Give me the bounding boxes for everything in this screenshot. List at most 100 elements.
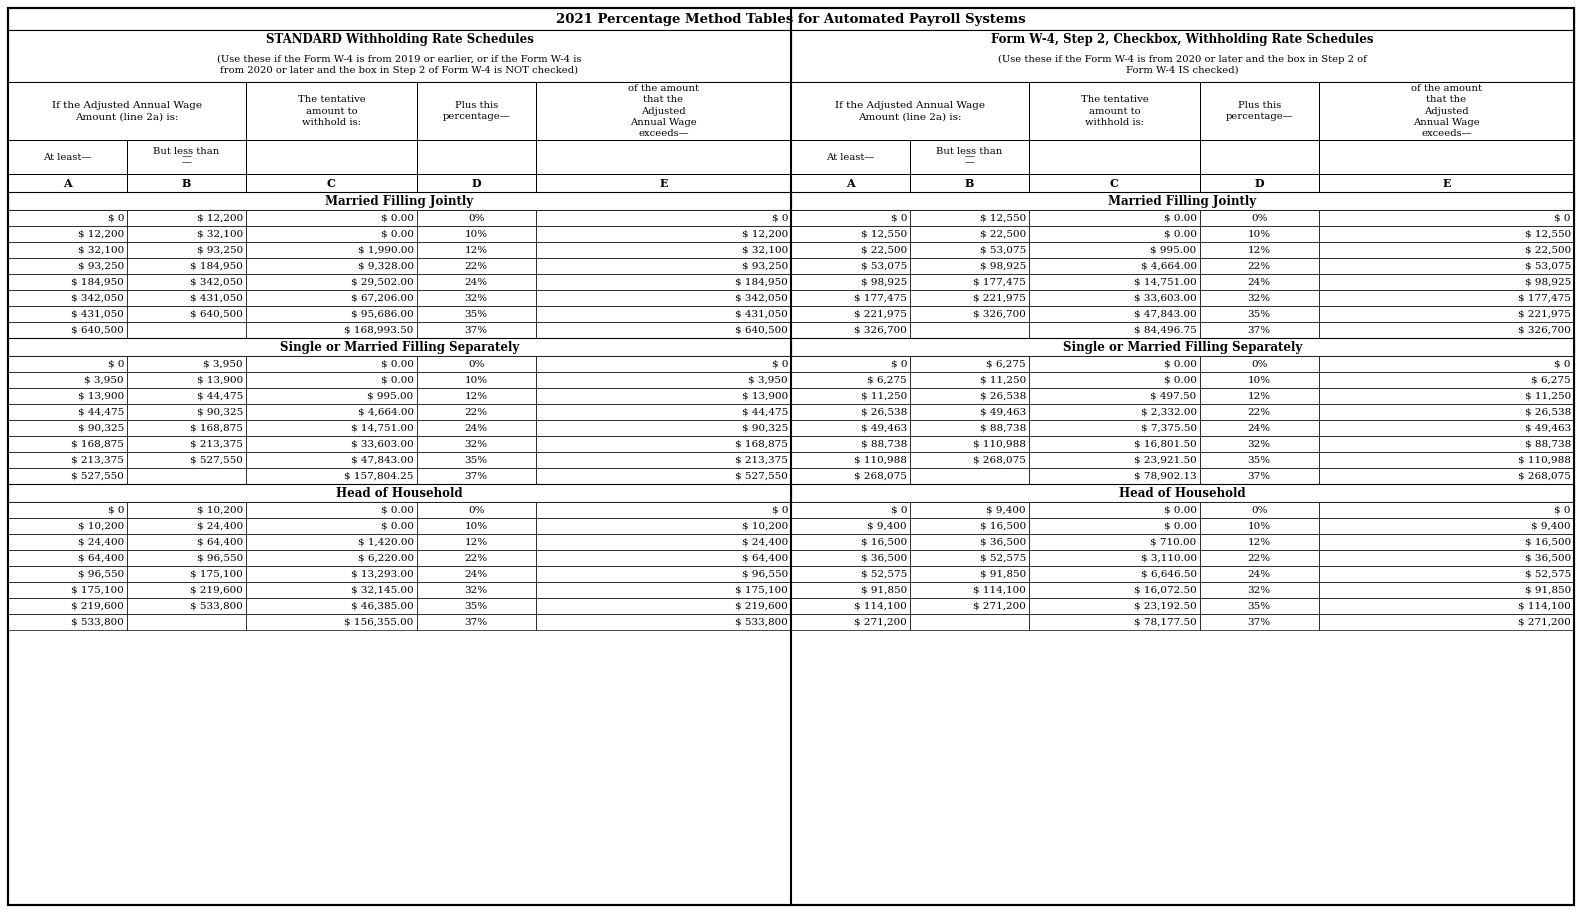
Bar [791, 502, 910, 518]
Text: A: A [846, 177, 854, 188]
Text: 0%: 0% [468, 506, 484, 515]
Text: $ 3,110.00: $ 3,110.00 [1141, 553, 1196, 562]
Text: $ 12,200: $ 12,200 [742, 229, 788, 238]
Text: $ 84,496.75: $ 84,496.75 [1134, 326, 1196, 334]
Bar [1319, 242, 1574, 258]
Bar [910, 210, 1028, 226]
Bar [416, 582, 536, 598]
Bar [1028, 420, 1199, 436]
Text: 24%: 24% [465, 424, 487, 433]
Bar [1028, 322, 1199, 338]
Bar [1028, 140, 1199, 174]
Text: $ 52,575: $ 52,575 [1525, 570, 1571, 579]
Text: A: A [63, 177, 71, 188]
Bar [127, 258, 247, 274]
Bar [247, 420, 416, 436]
Bar [536, 174, 791, 192]
Bar [1199, 174, 1319, 192]
Bar [127, 174, 247, 192]
Text: 24%: 24% [1248, 570, 1270, 579]
Bar [1028, 356, 1199, 372]
Bar [1199, 372, 1319, 388]
Text: $ 0.00: $ 0.00 [381, 521, 414, 530]
Text: $ 16,500: $ 16,500 [1525, 538, 1571, 547]
Bar [536, 436, 791, 452]
Bar [247, 566, 416, 582]
Text: $ 431,050: $ 431,050 [71, 310, 123, 319]
Bar [416, 452, 536, 468]
Bar [536, 534, 791, 550]
Bar [8, 484, 791, 502]
Text: $ 1,420.00: $ 1,420.00 [358, 538, 414, 547]
Bar [1199, 356, 1319, 372]
Text: 10%: 10% [465, 521, 487, 530]
Bar [536, 258, 791, 274]
Bar [910, 404, 1028, 420]
Text: At least—: At least— [826, 152, 875, 162]
Bar [127, 566, 247, 582]
Text: 12%: 12% [465, 246, 487, 255]
Bar [1319, 614, 1574, 630]
Bar [1319, 258, 1574, 274]
Bar [416, 388, 536, 404]
Bar [1319, 582, 1574, 598]
Text: $ 114,100: $ 114,100 [854, 602, 906, 611]
Bar [1199, 420, 1319, 436]
Text: $ 49,463: $ 49,463 [1525, 424, 1571, 433]
Text: D: D [471, 177, 481, 188]
Text: $ 26,538: $ 26,538 [1525, 407, 1571, 416]
Text: $ 88,738: $ 88,738 [861, 439, 906, 448]
Bar [1319, 322, 1574, 338]
Text: $ 0: $ 0 [1555, 214, 1571, 223]
Bar [1028, 566, 1199, 582]
Bar [1319, 82, 1574, 140]
Bar [8, 598, 127, 614]
Bar [791, 82, 1028, 140]
Text: $ 0.00: $ 0.00 [381, 506, 414, 515]
Bar [1319, 140, 1574, 174]
Text: $ 527,550: $ 527,550 [190, 456, 244, 465]
Bar [1028, 82, 1199, 140]
Text: $ 0.00: $ 0.00 [1164, 214, 1196, 223]
Bar [1028, 598, 1199, 614]
Text: $ 67,206.00: $ 67,206.00 [351, 293, 414, 302]
Text: $ 175,100: $ 175,100 [71, 585, 123, 594]
Bar [791, 258, 910, 274]
Bar [1028, 436, 1199, 452]
Text: $ 26,538: $ 26,538 [861, 407, 906, 416]
Text: $ 156,355.00: $ 156,355.00 [345, 617, 414, 626]
Text: $ 10,200: $ 10,200 [196, 506, 244, 515]
Bar [8, 274, 127, 290]
Bar [791, 468, 910, 484]
Text: $ 184,950: $ 184,950 [71, 278, 123, 287]
Text: $ 23,921.50: $ 23,921.50 [1134, 456, 1196, 465]
Bar [910, 614, 1028, 630]
Bar [127, 518, 247, 534]
Text: $ 157,804.25: $ 157,804.25 [345, 471, 414, 480]
Bar [536, 306, 791, 322]
Text: $ 24,400: $ 24,400 [78, 538, 123, 547]
Bar [8, 258, 127, 274]
Text: Head of Household: Head of Household [1118, 487, 1245, 499]
Text: 24%: 24% [1248, 278, 1270, 287]
Bar [1199, 226, 1319, 242]
Bar [416, 242, 536, 258]
Text: $ 6,275: $ 6,275 [1531, 375, 1571, 384]
Text: $ 0.00: $ 0.00 [1164, 506, 1196, 515]
Text: $ 4,664.00: $ 4,664.00 [358, 407, 414, 416]
Text: E: E [1443, 177, 1451, 188]
Bar [8, 566, 127, 582]
Text: $ 36,500: $ 36,500 [979, 538, 1027, 547]
Text: $ 11,250: $ 11,250 [861, 392, 906, 401]
Text: $ 0.00: $ 0.00 [1164, 360, 1196, 369]
Text: (Use these if the Form W-4 is from 2019 or earlier, or if the Form W-4 is
from 2: (Use these if the Form W-4 is from 2019 … [217, 55, 582, 75]
Bar [8, 436, 127, 452]
Text: of the amount
that the
Adjusted
Annual Wage
exceeds—: of the amount that the Adjusted Annual W… [1411, 84, 1482, 138]
Text: 22%: 22% [465, 553, 487, 562]
Text: 32%: 32% [1248, 439, 1270, 448]
Text: $ 342,050: $ 342,050 [190, 278, 244, 287]
Text: $ 96,550: $ 96,550 [196, 553, 244, 562]
Bar [8, 420, 127, 436]
Text: $ 52,575: $ 52,575 [979, 553, 1027, 562]
Text: 35%: 35% [1248, 310, 1270, 319]
